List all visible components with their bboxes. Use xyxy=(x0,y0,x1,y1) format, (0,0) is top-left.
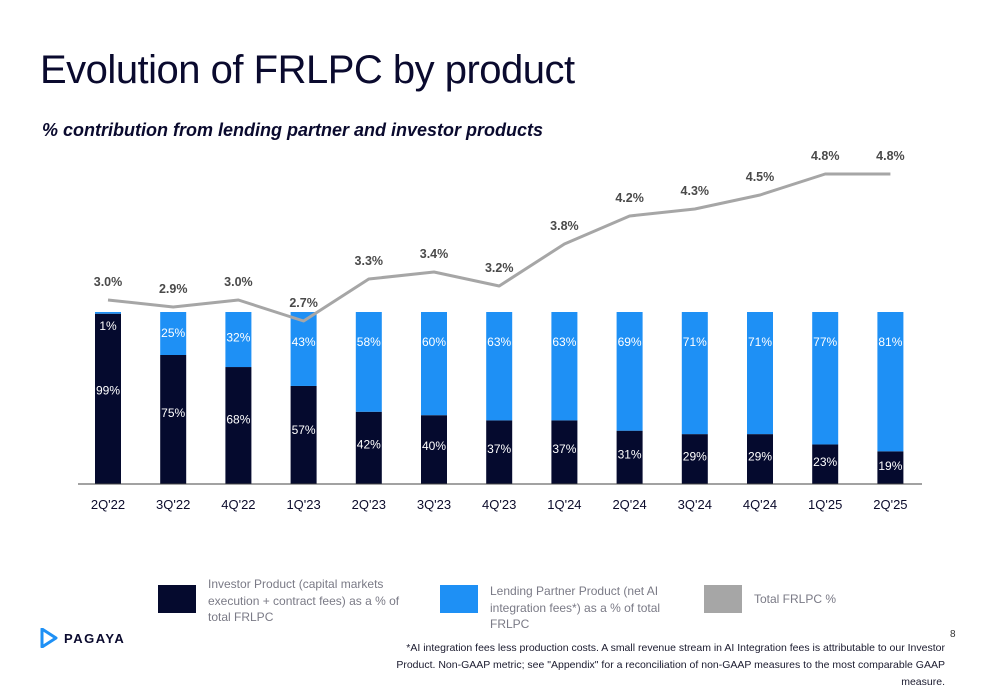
label-total-6: 3.2% xyxy=(485,261,514,275)
x-tick-label-1: 3Q'22 xyxy=(156,497,190,512)
label-lending-1: 25% xyxy=(161,326,185,340)
bar-lending-0 xyxy=(95,312,121,314)
legend-swatch-investor xyxy=(158,585,196,613)
label-total-2: 3.0% xyxy=(224,275,253,289)
x-tick-label-7: 1Q'24 xyxy=(547,497,581,512)
page-subtitle: % contribution from lending partner and … xyxy=(42,120,544,140)
legend-swatch-total xyxy=(704,585,742,613)
label-lending-11: 77% xyxy=(813,335,837,349)
bar-investor-0 xyxy=(95,313,121,484)
page-title: Evolution of FRLPC by product xyxy=(40,48,575,92)
bar-lending-9 xyxy=(681,312,708,435)
bar-investor-1 xyxy=(160,355,187,484)
footnote: *AI integration fees less production cos… xyxy=(396,642,945,688)
label-investor-9: 29% xyxy=(683,450,707,464)
bar-investor-6 xyxy=(486,420,513,484)
bar-lending-5 xyxy=(421,312,447,416)
page-number: 8 xyxy=(950,629,956,640)
label-investor-0: 99% xyxy=(96,383,120,397)
label-total-3: 2.7% xyxy=(289,296,318,310)
bar-lending-2 xyxy=(225,312,252,368)
x-tick-label-10: 4Q'24 xyxy=(743,497,777,512)
label-lending-6: 63% xyxy=(487,335,511,349)
legend-label-total: Total FRLPC % xyxy=(754,592,837,606)
x-tick-label-8: 2Q'24 xyxy=(612,497,646,512)
bar-lending-12 xyxy=(877,312,904,452)
legend-total: Total FRLPC % xyxy=(704,576,836,613)
bar-investor-7 xyxy=(551,420,578,484)
x-tick-label-6: 4Q'23 xyxy=(482,497,516,512)
label-total-8: 4.2% xyxy=(615,191,644,205)
label-investor-7: 37% xyxy=(552,442,576,456)
logo-text: PAGAYA xyxy=(64,630,126,646)
label-total-10: 4.5% xyxy=(746,170,775,184)
legend-swatch-lending xyxy=(440,585,478,613)
bar-lending-10 xyxy=(747,312,773,435)
label-lending-8: 69% xyxy=(618,335,642,349)
label-investor-8: 31% xyxy=(618,448,642,462)
bar-lending-4 xyxy=(355,312,382,412)
label-investor-5: 40% xyxy=(422,439,446,453)
x-tick-label-5: 3Q'23 xyxy=(417,497,451,512)
label-total-1: 2.9% xyxy=(159,282,188,296)
label-investor-1: 75% xyxy=(161,406,185,420)
line-total-frlpc xyxy=(107,172,891,323)
label-investor-11: 23% xyxy=(813,455,837,469)
bar-lending-8 xyxy=(616,312,643,431)
frlpc-chart: 99% 1% 75% 25% 68% 32% 57% 43% 42% 58% 40% 60% 37% 63… xyxy=(78,149,922,512)
legend-investor: Investor Product (capital markets execut… xyxy=(158,576,408,626)
legend-label-investor: Investor Product (capital markets execut… xyxy=(208,577,400,624)
bar-lending-11 xyxy=(812,312,839,445)
x-tick-label-0: 2Q'22 xyxy=(91,497,125,512)
bar-lending-7 xyxy=(551,312,578,421)
bar-investor-2 xyxy=(225,367,252,484)
label-lending-7: 63% xyxy=(552,335,576,349)
bar-investor-12 xyxy=(877,451,904,484)
pagaya-logo-icon xyxy=(40,628,58,648)
bar-lending-1 xyxy=(160,312,187,355)
label-total-12: 4.8% xyxy=(876,149,905,163)
label-investor-10: 29% xyxy=(748,450,772,464)
bar-investor-3 xyxy=(290,385,317,484)
x-tick-label-12: 2Q'25 xyxy=(873,497,907,512)
label-lending-0: 1% xyxy=(99,319,117,333)
label-total-0: 3.0% xyxy=(94,275,123,289)
legend-lending: Lending Partner Product (net AI integrat… xyxy=(440,576,700,633)
bar-investor-8 xyxy=(616,430,643,484)
label-lending-4: 58% xyxy=(357,335,381,349)
label-investor-4: 42% xyxy=(357,437,381,451)
label-lending-2: 32% xyxy=(226,330,250,344)
label-investor-12: 19% xyxy=(878,459,902,473)
bar-investor-9 xyxy=(681,434,708,484)
bar-investor-11 xyxy=(812,444,839,484)
label-lending-9: 71% xyxy=(683,335,707,349)
bar-investor-4 xyxy=(355,411,382,484)
label-investor-6: 37% xyxy=(487,442,511,456)
x-tick-label-2: 4Q'22 xyxy=(221,497,255,512)
legend-label-lending: Lending Partner Product (net AI integrat… xyxy=(490,584,661,631)
bar-lending-6 xyxy=(486,312,513,421)
label-lending-10: 71% xyxy=(748,335,772,349)
label-lending-3: 43% xyxy=(292,335,316,349)
x-tick-label-4: 2Q'23 xyxy=(352,497,386,512)
label-lending-5: 60% xyxy=(422,335,446,349)
x-tick-label-11: 1Q'25 xyxy=(808,497,842,512)
bar-investor-10 xyxy=(747,434,773,484)
x-tick-label-9: 3Q'24 xyxy=(678,497,712,512)
label-investor-2: 68% xyxy=(226,413,250,427)
label-total-9: 4.3% xyxy=(681,184,710,198)
bar-lending-3 xyxy=(290,312,317,386)
label-total-4: 3.3% xyxy=(355,254,384,268)
pagaya-logo: PAGAYA xyxy=(40,628,125,648)
x-tick-label-3: 1Q'23 xyxy=(286,497,320,512)
label-lending-12: 81% xyxy=(878,335,902,349)
label-investor-3: 57% xyxy=(292,423,316,437)
label-total-7: 3.8% xyxy=(550,219,579,233)
bar-investor-5 xyxy=(421,415,447,484)
label-total-11: 4.8% xyxy=(811,149,840,163)
label-total-5: 3.4% xyxy=(420,247,449,261)
